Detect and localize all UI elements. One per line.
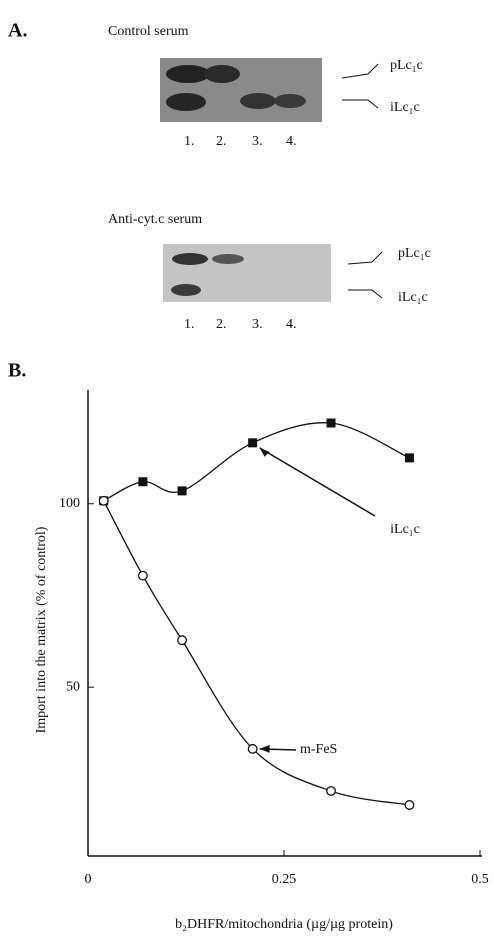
blot-title: Control serum: [108, 24, 189, 39]
band: [204, 65, 240, 83]
x-tick-label: 0: [85, 872, 92, 887]
band: [274, 94, 306, 108]
lane-label: 2.: [216, 317, 227, 332]
band: [172, 253, 208, 265]
arrowhead: [260, 745, 270, 753]
pointer: [348, 252, 382, 264]
marker: [327, 787, 336, 796]
annotation: m-FeS: [300, 742, 337, 757]
annotation: iLc₁c: [390, 522, 420, 537]
panel-label: B.: [8, 360, 26, 382]
lane-label: 3.: [252, 317, 263, 332]
series-line: [104, 423, 410, 501]
band-label: pLc₁c: [398, 246, 431, 261]
band: [240, 93, 276, 109]
band-label: iLc₁c: [390, 100, 420, 115]
marker: [138, 477, 147, 486]
marker: [327, 419, 336, 428]
lane-label: 3.: [252, 134, 263, 149]
marker: [248, 438, 257, 447]
y-tick-label: 50: [66, 679, 80, 694]
marker: [248, 745, 257, 754]
series-line: [104, 501, 410, 805]
x-axis-label: b₂DHFR/mitochondria (µg/µg protein): [175, 917, 393, 932]
band: [166, 65, 210, 83]
band: [171, 284, 201, 296]
lane-label: 1.: [184, 317, 195, 332]
x-tick-label: 0.5: [471, 872, 489, 887]
band: [166, 93, 206, 111]
lane-label: 4.: [286, 317, 297, 332]
marker: [405, 453, 414, 462]
band-label: pLc₁c: [390, 58, 423, 73]
x-tick-label: 0.25: [272, 872, 297, 887]
arrowhead: [260, 448, 270, 457]
marker: [139, 571, 148, 580]
lane-label: 4.: [286, 134, 297, 149]
band-label: iLc₁c: [398, 290, 428, 305]
pointer: [342, 100, 378, 108]
marker: [178, 486, 187, 495]
marker: [178, 636, 187, 645]
panel-label: A.: [8, 20, 27, 42]
y-axis-label: Import into the matrix (% of control): [34, 526, 49, 733]
lane-label: 2.: [216, 134, 227, 149]
arrow: [260, 448, 375, 516]
pointer: [348, 290, 382, 298]
marker: [405, 801, 414, 810]
band: [212, 254, 244, 264]
lane-label: 1.: [184, 134, 195, 149]
y-tick-label: 100: [59, 496, 80, 511]
marker: [99, 497, 108, 506]
pointer: [342, 64, 378, 78]
blot-title: Anti-cyt.c serum: [108, 212, 202, 227]
figure: A. Control serum pLc₁c iLc₁c 1. 2. 3. 4.…: [0, 0, 494, 939]
